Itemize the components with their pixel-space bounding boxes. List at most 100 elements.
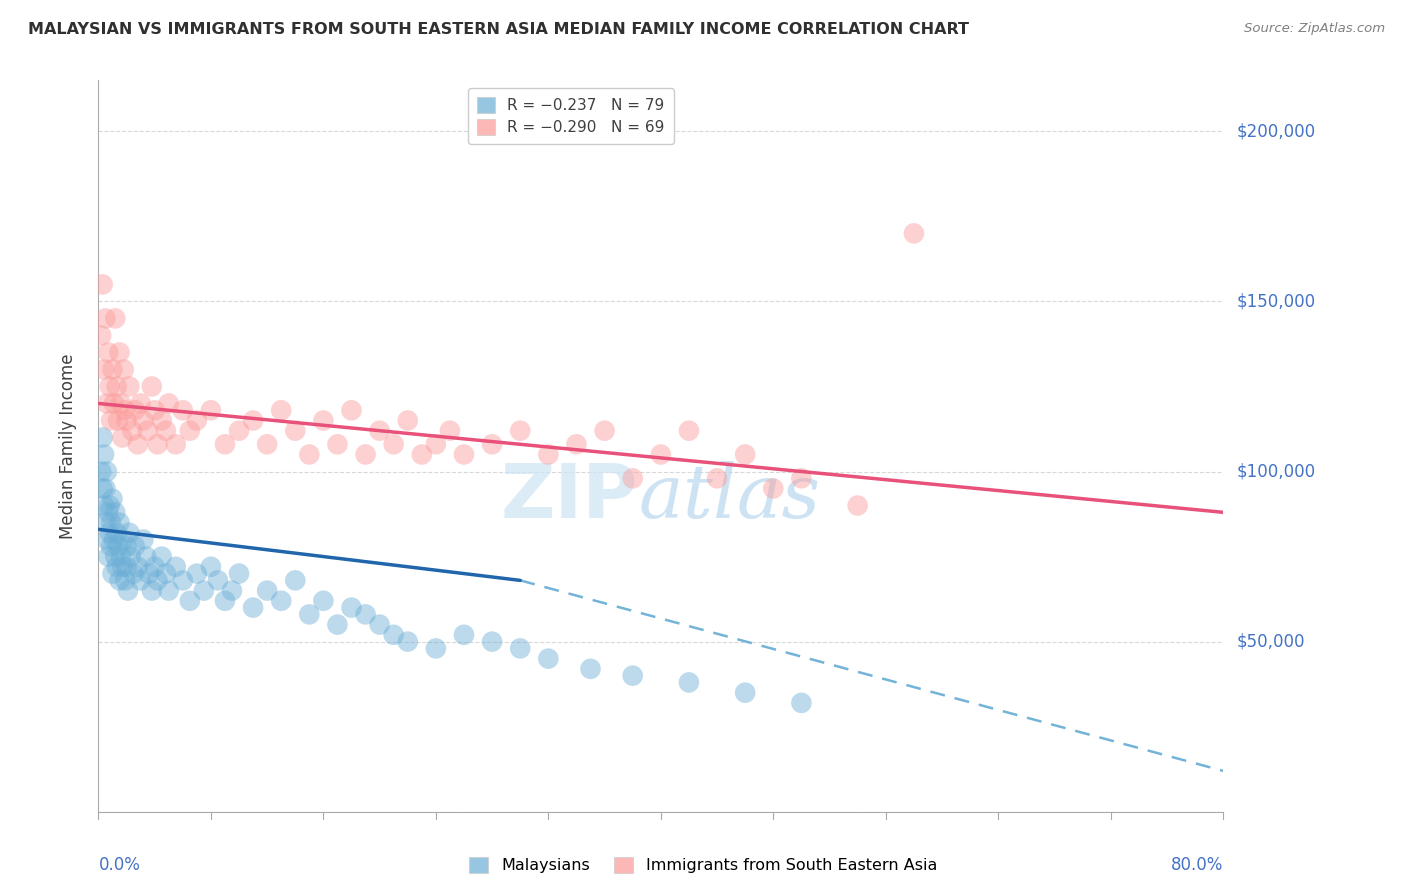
Point	[481, 634, 503, 648]
Point	[298, 448, 321, 462]
Text: $150,000: $150,000	[1237, 293, 1316, 310]
Point	[565, 437, 588, 451]
Point	[127, 559, 149, 574]
Point	[734, 448, 756, 462]
Point	[100, 516, 122, 530]
Point	[382, 437, 405, 451]
Point	[143, 403, 166, 417]
Point	[94, 516, 117, 530]
Point	[101, 491, 124, 506]
Point	[706, 471, 728, 485]
Point	[214, 437, 236, 451]
Point	[94, 482, 117, 496]
Point	[411, 448, 433, 462]
Point	[157, 583, 180, 598]
Point	[129, 396, 152, 410]
Point	[165, 437, 187, 451]
Point	[481, 437, 503, 451]
Point	[112, 362, 135, 376]
Point	[270, 403, 292, 417]
Point	[903, 227, 925, 241]
Point	[105, 379, 128, 393]
Point	[124, 403, 146, 417]
Point	[91, 430, 114, 444]
Point	[509, 424, 531, 438]
Point	[94, 311, 117, 326]
Point	[368, 424, 391, 438]
Point	[129, 574, 152, 588]
Point	[312, 594, 335, 608]
Point	[326, 617, 349, 632]
Point	[200, 403, 222, 417]
Point	[105, 525, 128, 540]
Point	[100, 540, 122, 554]
Point	[136, 424, 159, 438]
Point	[762, 482, 785, 496]
Point	[97, 505, 120, 519]
Point	[91, 277, 114, 292]
Point	[104, 549, 127, 564]
Point	[396, 634, 419, 648]
Point	[141, 379, 163, 393]
Point	[155, 424, 177, 438]
Point	[115, 540, 138, 554]
Point	[186, 413, 208, 427]
Point	[621, 668, 644, 682]
Text: ZIP: ZIP	[501, 460, 638, 533]
Point	[382, 628, 405, 642]
Text: $100,000: $100,000	[1237, 463, 1316, 481]
Point	[425, 437, 447, 451]
Point	[790, 471, 813, 485]
Point	[107, 540, 129, 554]
Point	[98, 499, 121, 513]
Point	[93, 448, 115, 462]
Point	[155, 566, 177, 581]
Point	[90, 328, 112, 343]
Point	[132, 413, 155, 427]
Point	[115, 413, 138, 427]
Point	[96, 465, 118, 479]
Point	[354, 448, 377, 462]
Point	[127, 437, 149, 451]
Point	[537, 448, 560, 462]
Point	[101, 566, 124, 581]
Point	[150, 413, 173, 427]
Point	[228, 566, 250, 581]
Point	[114, 403, 136, 417]
Point	[207, 574, 229, 588]
Point	[110, 396, 132, 410]
Point	[340, 600, 363, 615]
Point	[284, 424, 307, 438]
Point	[114, 574, 136, 588]
Point	[650, 448, 672, 462]
Point	[509, 641, 531, 656]
Point	[98, 379, 121, 393]
Point	[146, 574, 169, 588]
Point	[846, 499, 869, 513]
Point	[340, 403, 363, 417]
Point	[172, 403, 194, 417]
Point	[108, 345, 131, 359]
Point	[110, 549, 132, 564]
Point	[439, 424, 461, 438]
Point	[621, 471, 644, 485]
Point	[453, 448, 475, 462]
Point	[120, 549, 142, 564]
Point	[678, 675, 700, 690]
Point	[97, 345, 120, 359]
Point	[103, 533, 125, 547]
Point	[101, 362, 124, 376]
Point	[108, 516, 131, 530]
Point	[790, 696, 813, 710]
Point	[124, 540, 146, 554]
Text: 80.0%: 80.0%	[1171, 855, 1223, 873]
Legend: R = −0.237   N = 79, R = −0.290   N = 69: R = −0.237 N = 79, R = −0.290 N = 69	[468, 88, 673, 145]
Point	[135, 549, 157, 564]
Point	[93, 362, 115, 376]
Text: MALAYSIAN VS IMMIGRANTS FROM SOUTH EASTERN ASIA MEDIAN FAMILY INCOME CORRELATION: MALAYSIAN VS IMMIGRANTS FROM SOUTH EASTE…	[28, 22, 969, 37]
Point	[111, 559, 134, 574]
Point	[228, 424, 250, 438]
Point	[256, 583, 278, 598]
Point	[179, 424, 201, 438]
Point	[93, 499, 115, 513]
